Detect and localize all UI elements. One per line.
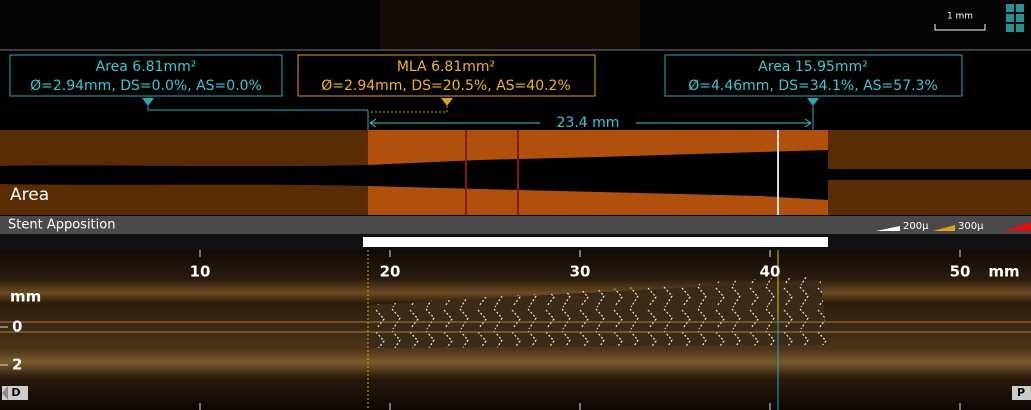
annotation-detail: Ø=4.46mm, DS=34.1%, AS=57.3% xyxy=(688,78,938,94)
x-tick-label: 40 xyxy=(760,263,781,281)
header-shade xyxy=(380,0,640,50)
y-tick-label: 2 xyxy=(12,356,22,374)
legend-label: 300μ xyxy=(958,221,984,232)
apposition-track xyxy=(0,216,1031,234)
axis-unit: mm xyxy=(988,263,1019,281)
distal-label: D xyxy=(11,386,20,399)
annotation-title: MLA 6.81mm² xyxy=(397,59,495,75)
annotation-title: Area 15.95mm² xyxy=(758,59,868,75)
area-profile xyxy=(828,169,1031,180)
oct-viewer: 1 mm Area 6.81mm² Ø=2.94mm, DS=0.0%, AS=… xyxy=(0,0,1031,410)
x-tick-label: 10 xyxy=(190,263,211,281)
annotation-detail: Ø=2.94mm, DS=0.0%, AS=0.0% xyxy=(30,78,262,94)
marker xyxy=(142,98,154,106)
y-tick-label: 0 xyxy=(12,318,22,336)
track-label: Stent Apposition xyxy=(8,218,115,233)
x-tick-label: 20 xyxy=(380,263,401,281)
stent-segment[interactable] xyxy=(363,237,828,247)
connector xyxy=(370,106,447,112)
annotation-title: Area 6.81mm² xyxy=(96,59,197,75)
longitudinal-image xyxy=(0,250,1031,410)
annotation-detail: Ø=2.94mm, DS=20.5%, AS=40.2% xyxy=(321,78,571,94)
track-label: Area xyxy=(10,185,49,205)
depth-unit: mm xyxy=(10,288,41,306)
x-tick-label: 50 xyxy=(950,263,971,281)
marker xyxy=(807,98,819,106)
legend-label: 200μ xyxy=(903,221,929,232)
x-tick-label: 30 xyxy=(570,263,591,281)
measurement-label: 23.4 mm xyxy=(557,115,620,131)
scale-bar-label: 1 mm xyxy=(947,12,973,22)
marker xyxy=(441,98,453,106)
connector xyxy=(148,106,368,110)
proximal-label: P xyxy=(1017,386,1025,399)
